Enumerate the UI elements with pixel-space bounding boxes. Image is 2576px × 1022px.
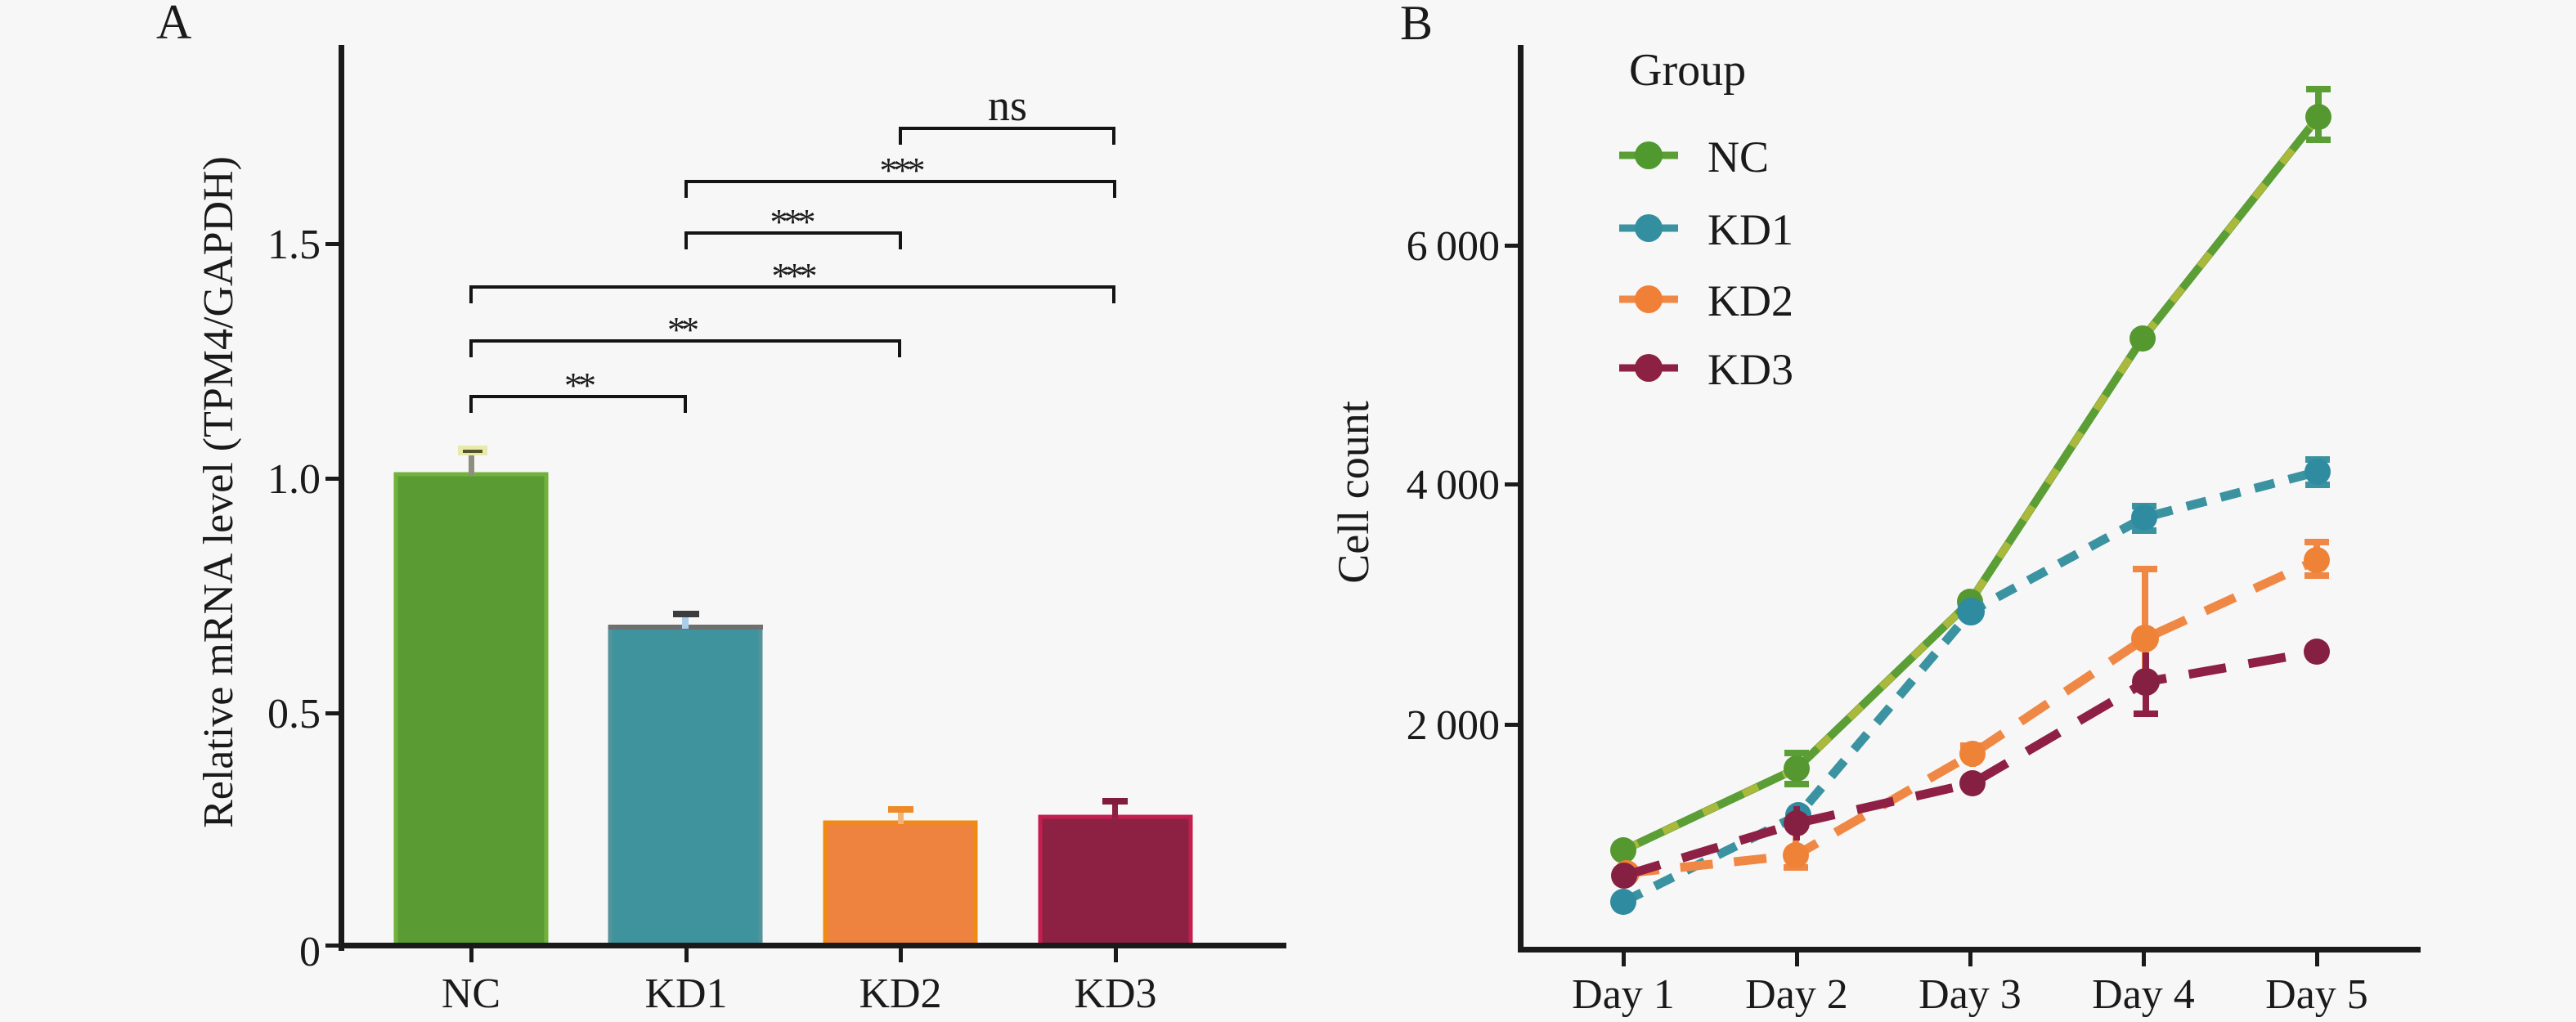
- svg-text:1.0: 1.0: [267, 456, 321, 503]
- svg-text:NC: NC: [442, 970, 500, 1017]
- svg-text:***: ***: [772, 256, 816, 296]
- svg-text:6 000: 6 000: [1407, 223, 1500, 270]
- svg-text:***: ***: [770, 202, 815, 242]
- svg-text:KD2: KD2: [859, 970, 941, 1017]
- svg-text:ns: ns: [988, 81, 1027, 130]
- svg-text:Relative mRNA level (TPM4/GAPD: Relative mRNA level (TPM4/GAPDH): [195, 156, 242, 828]
- svg-text:***: ***: [880, 150, 924, 191]
- svg-text:0: 0: [299, 929, 321, 975]
- svg-text:Group: Group: [1629, 45, 1746, 96]
- svg-text:KD1: KD1: [644, 970, 727, 1017]
- svg-text:1.5: 1.5: [267, 222, 321, 268]
- svg-text:**: **: [667, 310, 698, 350]
- svg-text:Day 3: Day 3: [1919, 971, 2022, 1018]
- svg-text:Day 2: Day 2: [1745, 971, 1848, 1018]
- svg-text:KD3: KD3: [1708, 345, 1793, 394]
- svg-text:KD1: KD1: [1708, 205, 1793, 254]
- svg-text:Cell count: Cell count: [1329, 401, 1378, 583]
- svg-text:B: B: [1400, 0, 1433, 50]
- svg-text:4 000: 4 000: [1407, 462, 1500, 509]
- svg-text:0.5: 0.5: [267, 691, 321, 737]
- svg-text:Day 5: Day 5: [2265, 971, 2368, 1018]
- svg-text:2 000: 2 000: [1407, 702, 1500, 749]
- svg-text:KD3: KD3: [1074, 970, 1156, 1017]
- svg-text:Day 4: Day 4: [2092, 971, 2195, 1018]
- svg-text:NC: NC: [1708, 132, 1769, 182]
- svg-text:Day 1: Day 1: [1572, 971, 1675, 1018]
- svg-text:A: A: [156, 0, 191, 49]
- svg-text:KD2: KD2: [1708, 276, 1793, 325]
- svg-text:**: **: [564, 365, 595, 406]
